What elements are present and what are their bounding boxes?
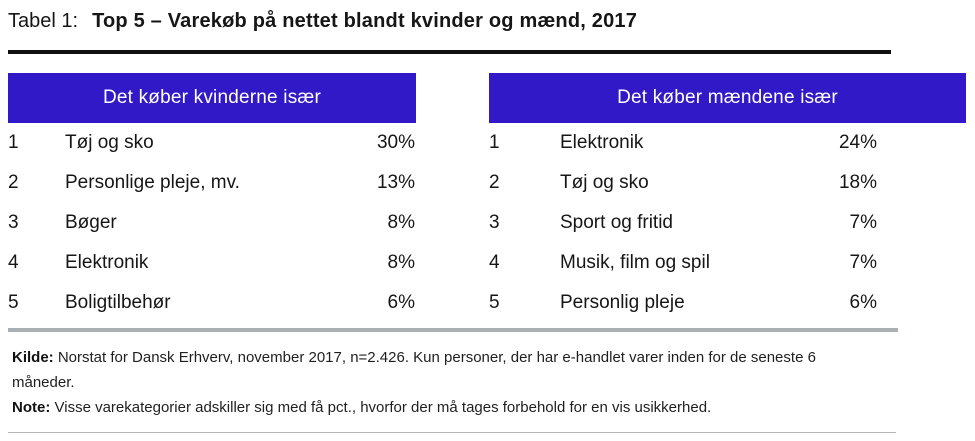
title-divider-rule <box>8 50 891 54</box>
rank-cell: 2 <box>8 172 19 193</box>
table-bottom-rule <box>8 328 898 332</box>
title-text: Top 5 – Varekøb på nettet blandt kvinder… <box>92 10 638 32</box>
table-row: 2 Personlige pleje, mv. 13% <box>8 163 416 203</box>
category-cell: Elektronik <box>65 252 149 273</box>
value-cell: 6% <box>849 292 877 313</box>
category-cell: Tøj og sko <box>560 172 649 193</box>
men-top5-table: Det køber mændene især 1 Elektronik 24% … <box>489 73 966 323</box>
category-cell: Elektronik <box>560 132 644 153</box>
rank-cell: 4 <box>8 252 19 273</box>
table-row: 3 Bøger 8% <box>8 203 416 243</box>
rank-cell: 3 <box>8 212 19 233</box>
note-label: Note: <box>12 399 51 416</box>
category-cell: Personlige pleje, mv. <box>65 172 240 193</box>
value-cell: 18% <box>838 172 877 193</box>
women-table-header: Det køber kvinderne især <box>8 73 416 123</box>
figure-title: Tabel 1: Top 5 – Varekøb på nettet bland… <box>8 10 975 33</box>
method-note: Note: Visse varekategorier adskiller sig… <box>12 395 840 420</box>
value-cell: 6% <box>387 292 415 313</box>
category-cell: Tøj og sko <box>65 132 154 153</box>
category-cell: Bøger <box>65 212 117 233</box>
value-cell: 13% <box>376 172 415 193</box>
table-row: 5 Boligtilbehør 6% <box>8 283 416 323</box>
source-label: Kilde: <box>12 349 54 366</box>
table-row: 4 Elektronik 8% <box>8 243 416 283</box>
footer-bottom-rule <box>8 432 896 433</box>
rank-cell: 3 <box>489 212 500 233</box>
rank-cell: 1 <box>489 132 500 153</box>
note-text: Visse varekategorier adskiller sig med f… <box>54 399 712 416</box>
tables-container: Det køber kvinderne især 1 Tøj og sko 30… <box>8 73 975 323</box>
rank-cell: 4 <box>489 252 500 273</box>
value-cell: 24% <box>838 132 877 153</box>
rank-cell: 5 <box>8 292 19 313</box>
rank-cell: 1 <box>8 132 19 153</box>
table-row: 5 Personlig pleje 6% <box>489 283 966 323</box>
category-cell: Boligtilbehør <box>65 292 171 313</box>
rank-cell: 5 <box>489 292 500 313</box>
value-cell: 7% <box>849 252 877 273</box>
table-row: 1 Tøj og sko 30% <box>8 123 416 163</box>
category-cell: Musik, film og spil <box>560 252 710 273</box>
source-note: Kilde: Norstat for Dansk Erhverv, novemb… <box>12 345 840 395</box>
men-table-header: Det køber mændene især <box>489 73 966 123</box>
value-cell: 7% <box>849 212 877 233</box>
category-cell: Personlig pleje <box>560 292 685 313</box>
value-cell: 30% <box>376 132 415 153</box>
value-cell: 8% <box>387 252 415 273</box>
women-top5-table: Det køber kvinderne især 1 Tøj og sko 30… <box>8 73 416 323</box>
figure-footnotes: Kilde: Norstat for Dansk Erhverv, novemb… <box>8 345 840 420</box>
table-row: 1 Elektronik 24% <box>489 123 966 163</box>
value-cell: 8% <box>387 212 415 233</box>
source-text: Norstat for Dansk Erhverv, november 2017… <box>12 349 816 391</box>
table-number-label: Tabel 1: <box>8 10 79 32</box>
category-cell: Sport og fritid <box>560 212 673 233</box>
table-row: 4 Musik, film og spil 7% <box>489 243 966 283</box>
table-row: 3 Sport og fritid 7% <box>489 203 966 243</box>
rank-cell: 2 <box>489 172 500 193</box>
table-row: 2 Tøj og sko 18% <box>489 163 966 203</box>
